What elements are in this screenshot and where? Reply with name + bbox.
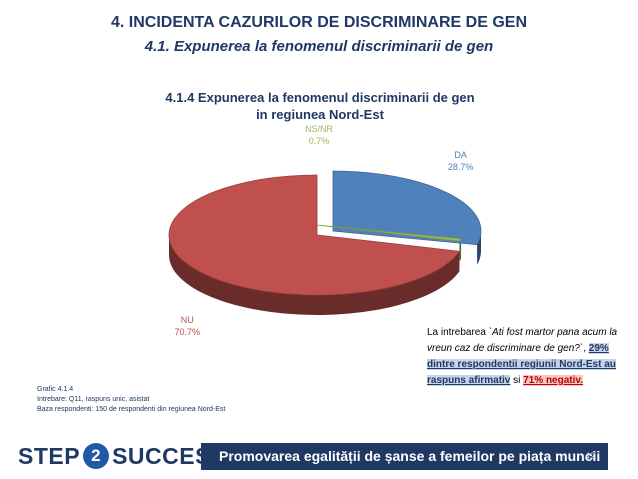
- source-line-1: Grafic 4.1.4: [37, 386, 74, 393]
- slice-label-nsnr: NS/NR: [305, 124, 334, 134]
- note-text-3: si: [510, 375, 524, 386]
- footer-banner: Promovarea egalității de șanse a femeilo…: [201, 443, 608, 470]
- source-line-3: Baza respondenti: 150 de respondenti din…: [37, 406, 226, 413]
- logo-number: 2: [83, 443, 110, 469]
- source-line-2: Intrebare: Q11, raspuns unic, asistat: [37, 396, 150, 403]
- step2success-logo: STEP 2 SUCCESS: [18, 441, 227, 471]
- note-text-1: La intrebarea: [427, 327, 489, 338]
- pie-slice-nsnr: [316, 224, 462, 242]
- slice-value-nu: 70.7%: [174, 327, 200, 337]
- pie-side-nu: [169, 235, 460, 316]
- pie-side-da: [477, 231, 481, 265]
- pie-chart: DA 28.7% NS/NR 0.7% NU 70.7%: [168, 124, 482, 337]
- pie-side-nsnr: [459, 238, 462, 262]
- chart-note: La intrebarea `Ati fost martor pana acum…: [427, 325, 627, 389]
- banner-text: Promovarea egalității de șanse a femeilo…: [219, 448, 601, 464]
- chart-title-line1: 4.1.4 Expunerea la fenomenul discriminar…: [165, 90, 475, 105]
- slice-value-da: 28.7%: [448, 162, 474, 172]
- page-number: 42: [584, 451, 595, 461]
- page-subtitle: 4.1. Expunerea la fenomenul discriminari…: [144, 38, 494, 55]
- note-question: `Ati fost martor pana acum la vreun caz …: [427, 327, 618, 354]
- slice-value-nsnr: 0.7%: [309, 136, 330, 146]
- pie-slice-da: [332, 170, 482, 246]
- page-title: 4. INCIDENTA CAZURILOR DE DISCRIMINARE D…: [110, 14, 527, 31]
- note-text-2: ,: [583, 343, 589, 354]
- chart-title: 4.1.4 Expunerea la fenomenul discriminar…: [120, 89, 520, 123]
- logo-text-step: STEP: [18, 442, 81, 469]
- chart-source: Grafic 4.1.4 Intrebare: Q11, raspuns uni…: [37, 385, 225, 415]
- pie-slice-nu: [168, 174, 461, 296]
- note-negative: 71% negativ.: [523, 375, 583, 386]
- slice-label-nu: NU: [181, 315, 194, 325]
- slice-label-da: DA: [454, 150, 467, 160]
- chart-title-line2: in regiunea Nord-Est: [256, 107, 384, 122]
